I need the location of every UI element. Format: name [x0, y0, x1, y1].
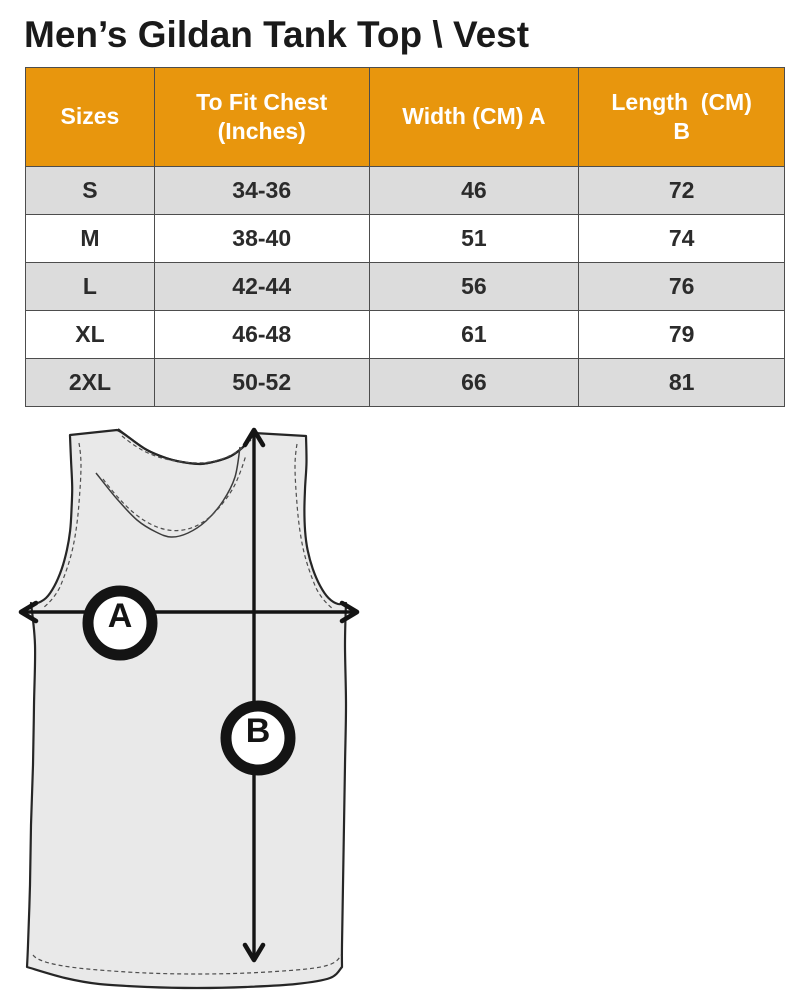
svg-text:A: A: [108, 597, 133, 635]
svg-text:B: B: [246, 712, 271, 750]
